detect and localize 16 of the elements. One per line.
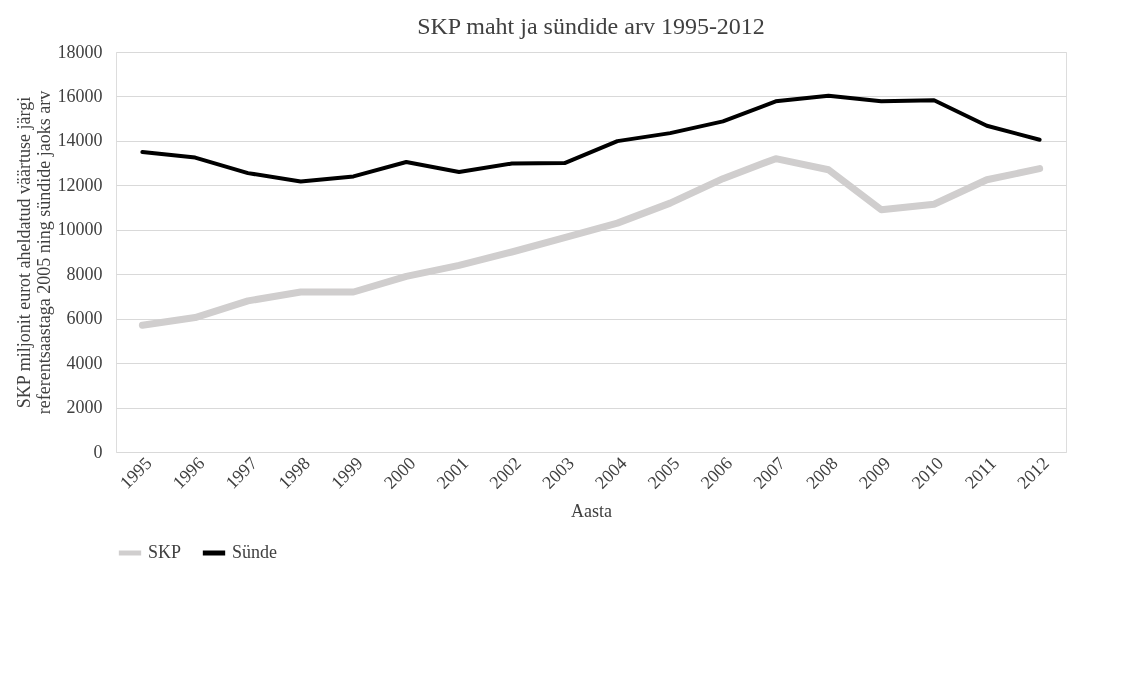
y-tick-label: 14000: [57, 130, 103, 151]
chart-title: SKP maht ja sündide arv 1995-2012: [417, 13, 765, 39]
y-tick-label: 10000: [57, 219, 103, 240]
y-tick-label: 6000: [66, 308, 103, 329]
legend-label: Sünde: [232, 542, 278, 562]
line-series: [140, 93, 1042, 184]
y-tick-label: 8000: [66, 263, 103, 284]
y-tick-label: 18000: [57, 41, 103, 62]
legend-label: SKP: [148, 542, 182, 562]
y-tick-label: 16000: [57, 85, 103, 106]
x-axis-title: Aasta: [571, 500, 612, 521]
y-axis-title: SKP miljonit eurot aheldatud väärtuse järgi referentsaastaga 2005 ning sündide jaoks arv: [13, 90, 54, 415]
y-tick-label: 0: [93, 441, 103, 462]
y-tick-label: 2000: [66, 397, 103, 418]
y-tick-label: 12000: [57, 174, 103, 195]
y-tick-label: 4000: [66, 352, 103, 373]
